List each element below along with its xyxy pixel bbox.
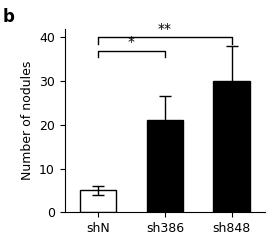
Text: **: ** bbox=[158, 22, 172, 36]
Text: *: * bbox=[128, 35, 135, 49]
Bar bbox=[146, 120, 183, 212]
Bar bbox=[80, 190, 116, 212]
Text: b: b bbox=[3, 8, 15, 26]
Y-axis label: Number of nodules: Number of nodules bbox=[21, 61, 34, 180]
Bar bbox=[213, 81, 250, 212]
